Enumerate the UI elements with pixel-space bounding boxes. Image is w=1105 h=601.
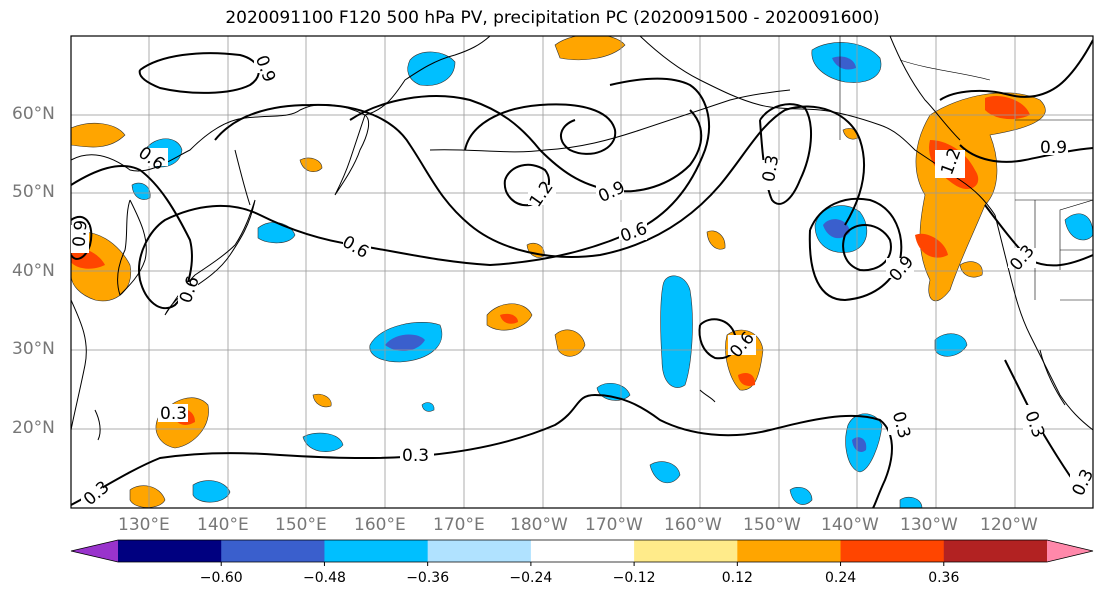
colorbar-segment bbox=[737, 540, 842, 562]
coast-kamchatka bbox=[334, 114, 370, 196]
precip-positive-sea-okhotsk bbox=[71, 122, 126, 148]
contour-label: 0.3 bbox=[759, 154, 783, 184]
coast-taiwan bbox=[94, 409, 101, 441]
colorbar-segment bbox=[530, 540, 635, 562]
colorbar-tick-label: 0.12 bbox=[722, 570, 753, 586]
map-title: 2020091100 F120 500 hPa PV, precipitatio… bbox=[225, 8, 880, 28]
coast-china bbox=[71, 299, 87, 431]
contour-06-gulf bbox=[842, 224, 892, 272]
precip-negative-ca bbox=[1064, 213, 1093, 241]
lon-label: 120°W bbox=[980, 515, 1038, 535]
lon-label: 130°W bbox=[900, 515, 958, 535]
lon-label: 150°E bbox=[275, 515, 327, 535]
precip-strong-or bbox=[915, 233, 948, 258]
coast-us-west bbox=[994, 214, 1093, 431]
colorbar-tick-label: −0.12 bbox=[613, 570, 656, 586]
precip-negative-15n-a bbox=[302, 432, 344, 452]
contour-label: 0.9 bbox=[69, 219, 91, 248]
lon-label: 140°E bbox=[197, 515, 249, 535]
colorbar-outline bbox=[70, 539, 1094, 563]
colorbar-tick-label: 0.24 bbox=[825, 570, 856, 586]
precip-negative-bc-coast bbox=[934, 333, 968, 357]
precip-negative-15n-d bbox=[789, 487, 813, 505]
contour-label: 0.3 bbox=[160, 404, 187, 424]
contour-09-ring bbox=[464, 103, 617, 155]
contour-03-west-b bbox=[71, 215, 93, 260]
colorbar-segment bbox=[427, 540, 532, 562]
precip-negative-small bbox=[421, 402, 435, 412]
colorbar-segment bbox=[221, 540, 325, 562]
precip-positive-bering bbox=[554, 36, 626, 61]
contour-06-main bbox=[71, 77, 710, 310]
colorbar-tick-label: 0.36 bbox=[928, 570, 959, 586]
contour-03-east bbox=[939, 39, 1093, 101]
precip-positive-small-2 bbox=[706, 230, 726, 250]
lon-label: 160°W bbox=[664, 515, 722, 535]
contour-03-south bbox=[71, 393, 893, 508]
colorbar-segment bbox=[634, 540, 738, 562]
lon-label: 160°E bbox=[354, 515, 406, 535]
precip-negative-140w-core bbox=[852, 437, 867, 452]
precip-negative-alaska-core bbox=[832, 56, 856, 70]
coast-bc bbox=[889, 36, 961, 141]
lat-label: 20°N bbox=[12, 418, 55, 438]
precip-negative-15n-c bbox=[649, 461, 681, 484]
colorbar-segment bbox=[324, 540, 429, 562]
colorbar-segment bbox=[118, 540, 222, 562]
precip-positive-small-5 bbox=[312, 393, 332, 408]
contour-label: 0.3 bbox=[402, 446, 429, 466]
contour-label: 0.9 bbox=[1040, 138, 1067, 158]
contour-09-aleutian bbox=[349, 95, 703, 193]
precip-negative-aleutian bbox=[407, 51, 456, 86]
coast-sakhalin bbox=[234, 149, 251, 206]
precip-negative-west bbox=[131, 182, 151, 200]
contour-09-nw bbox=[138, 52, 260, 94]
coast-mexico-baja bbox=[1039, 349, 1066, 406]
colorbar-extend-max bbox=[1047, 540, 1093, 562]
lon-label: 140°W bbox=[821, 515, 879, 535]
colorbar: −0.60 −0.48 −0.36 −0.24 −0.12 0.12 0.24 0.36 bbox=[70, 539, 1094, 586]
contour-06-big bbox=[214, 103, 866, 258]
lat-label: 40°N bbox=[12, 261, 55, 281]
coast-japan bbox=[164, 199, 256, 316]
plot-area bbox=[71, 36, 1093, 508]
precip-positive-small-4 bbox=[842, 128, 859, 140]
precip-shading bbox=[71, 36, 1093, 508]
precip-strong-150w bbox=[738, 373, 756, 386]
colorbar-segment bbox=[840, 540, 945, 562]
precip-negative-160w bbox=[660, 275, 693, 388]
precip-negative-gulf-alaska-core bbox=[823, 219, 850, 239]
colorbar-tick-label: −0.24 bbox=[509, 570, 552, 586]
precip-strong-165w bbox=[500, 313, 518, 324]
plot-frame bbox=[70, 35, 1094, 509]
lon-label: 170°E bbox=[433, 515, 485, 535]
lon-label: 180°W bbox=[510, 515, 568, 535]
contour-09-west bbox=[959, 144, 1093, 163]
lon-label: 150°W bbox=[743, 515, 801, 535]
coast-hawaii bbox=[699, 389, 716, 403]
colorbar-tick-label: −0.60 bbox=[200, 570, 243, 586]
precip-negative-small-2 bbox=[899, 496, 923, 508]
coast-asia bbox=[71, 36, 491, 172]
precip-strong-bc bbox=[985, 95, 1030, 120]
graticule bbox=[71, 36, 1093, 508]
colorbar-tick-label: −0.48 bbox=[303, 570, 346, 586]
precip-strong-japan bbox=[71, 248, 105, 269]
precip-positive-small-6 bbox=[129, 485, 166, 508]
precip-negative-15n-b bbox=[192, 480, 231, 503]
lat-label: 50°N bbox=[12, 182, 55, 202]
lat-label: 30°N bbox=[12, 339, 55, 359]
lon-label: 170°W bbox=[585, 515, 643, 535]
lon-label: 130°E bbox=[118, 515, 170, 535]
colorbar-tick-label: −0.36 bbox=[406, 570, 449, 586]
lat-label: 60°N bbox=[12, 104, 55, 124]
colorbar-segment bbox=[943, 540, 1048, 562]
coast-korea bbox=[117, 199, 147, 296]
precip-negative-165e-core bbox=[385, 334, 425, 352]
colorbar-extend-min bbox=[71, 540, 118, 562]
precip-positive-small-7 bbox=[959, 261, 983, 278]
